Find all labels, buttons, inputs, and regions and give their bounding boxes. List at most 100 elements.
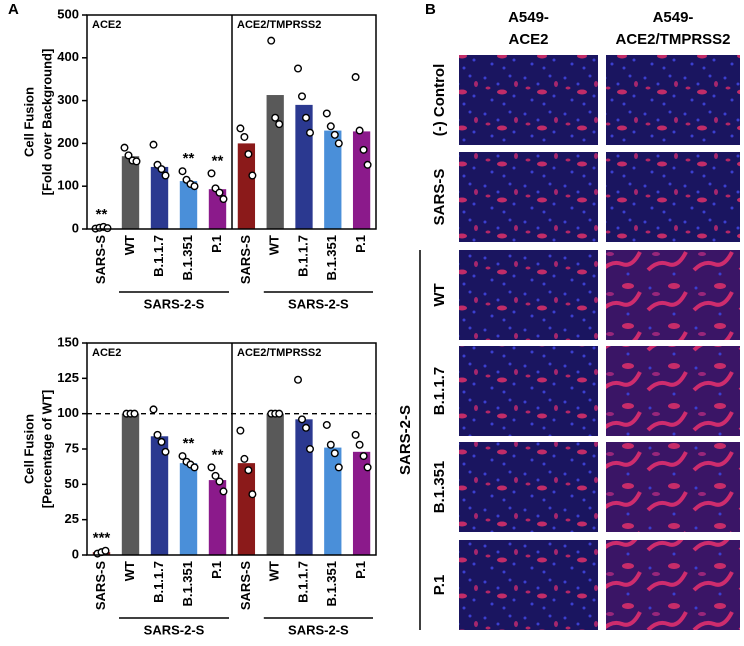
data-point (157, 437, 166, 446)
x-tick-label: B.1.1.7 (295, 561, 310, 603)
data-point (178, 452, 187, 461)
significance: ** (212, 446, 224, 463)
x-tick-label: WT (267, 235, 282, 255)
significance: ** (183, 150, 195, 167)
micrograph (606, 540, 740, 630)
bar (237, 143, 256, 229)
y-tick-label: 0 (72, 220, 79, 235)
group-label: SARS-2-S (144, 622, 205, 637)
bar (295, 419, 313, 555)
subpanel-title: ACE2 (92, 347, 121, 359)
x-tick-label: B.1.1.7 (151, 561, 166, 603)
data-point (207, 463, 216, 472)
micrograph (606, 55, 740, 145)
data-point (359, 145, 368, 154)
data-point (215, 188, 224, 197)
data-point (236, 124, 245, 133)
data-point (322, 420, 331, 429)
data-point (244, 150, 253, 159)
data-point (351, 73, 360, 82)
bar (266, 413, 284, 555)
data-point (271, 113, 280, 122)
x-tick-label: SARS-S (238, 561, 253, 610)
panel-label: B (425, 1, 436, 18)
micrograph (459, 55, 598, 145)
data-point (211, 471, 220, 480)
x-tick-label: B.1.351 (180, 561, 195, 607)
x-tick-label: P.1 (209, 235, 224, 253)
data-point (326, 440, 335, 449)
x-tick-label: WT (122, 235, 137, 255)
data-point (190, 182, 199, 191)
data-point (275, 120, 284, 129)
data-point (130, 409, 139, 418)
data-point (355, 440, 364, 449)
data-point (334, 139, 343, 148)
bar (324, 447, 342, 555)
significance: ** (96, 206, 108, 223)
data-point (240, 132, 249, 141)
y-tick-label: 100 (57, 405, 79, 420)
micrograph (606, 152, 740, 242)
row-label: B.1.1.7 (431, 367, 448, 415)
y-tick-label: 400 (57, 49, 79, 64)
data-point (351, 430, 360, 439)
data-point (149, 140, 158, 149)
data-point (298, 92, 307, 101)
bar (121, 156, 140, 229)
column-header: ACE2 (508, 31, 548, 48)
data-point (326, 122, 335, 131)
data-point (330, 130, 339, 139)
x-tick-label: SARS-S (93, 561, 108, 610)
y-tick-label: 0 (72, 546, 79, 561)
data-point (219, 195, 228, 204)
significance: ** (183, 435, 195, 452)
significance: ** (212, 152, 224, 169)
data-point (153, 430, 162, 439)
bar (352, 451, 371, 555)
data-point (236, 426, 245, 435)
data-point (240, 454, 249, 463)
micrograph (459, 250, 598, 340)
data-point (363, 160, 372, 169)
data-point (161, 171, 170, 180)
bar (179, 181, 198, 229)
data-point (294, 64, 303, 73)
x-tick-label: B.1.1.7 (151, 235, 166, 277)
y-axis-label: [Fold over Background] (39, 49, 54, 196)
y-tick-label: 75 (65, 440, 79, 455)
data-point (298, 415, 307, 424)
group-label: SARS-2-S (288, 622, 349, 637)
data-point (101, 546, 110, 555)
data-point (215, 477, 224, 486)
bar (121, 413, 140, 555)
column-header: A549- (508, 9, 549, 26)
x-tick-label: P.1 (209, 561, 224, 579)
data-point (120, 143, 129, 152)
micrograph (459, 442, 598, 532)
data-point (219, 487, 228, 496)
x-tick-label: SARS-S (238, 235, 253, 284)
data-point (302, 423, 311, 432)
row-label: B.1.351 (431, 461, 448, 514)
bar (150, 166, 169, 229)
row-label: WT (431, 283, 448, 306)
y-tick-label: 125 (57, 370, 79, 385)
group-label: SARS-2-S (288, 296, 349, 311)
bar (150, 436, 169, 555)
bar (295, 104, 313, 229)
data-point (306, 128, 315, 137)
bar (266, 95, 284, 229)
subpanel-title: ACE2/TMPRSS2 (237, 347, 321, 359)
data-point (149, 405, 158, 414)
data-point (306, 445, 315, 454)
y-tick-label: 25 (65, 511, 79, 526)
data-point (207, 169, 216, 178)
bar (208, 480, 227, 555)
data-point (267, 36, 276, 45)
x-tick-label: WT (122, 561, 137, 581)
x-tick-label: SARS-S (93, 235, 108, 284)
data-point (244, 466, 253, 475)
bar (179, 463, 198, 555)
